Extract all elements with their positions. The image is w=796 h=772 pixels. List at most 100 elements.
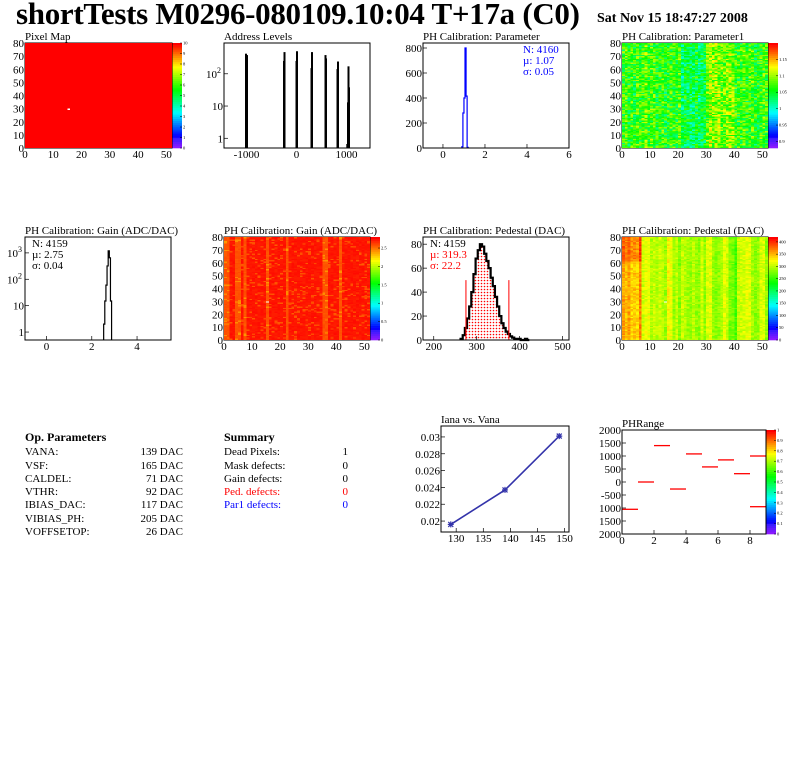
- color-scale-step: [172, 49, 182, 52]
- color-scale-step: [370, 237, 380, 240]
- x-tick-label: 2: [482, 149, 488, 161]
- color-scale-label: 250: [779, 276, 787, 281]
- color-scale-step: [768, 78, 778, 82]
- color-scale-label: 0: [381, 338, 384, 343]
- x-tick-label: -1000: [234, 149, 260, 161]
- y-tick-label: 10: [212, 322, 224, 334]
- color-scale-step: [768, 68, 778, 71]
- y-tick-label: 10: [13, 301, 25, 313]
- color-scale-step: [370, 265, 380, 269]
- color-scale-step: [172, 57, 182, 61]
- color-scale-label: 7: [183, 72, 186, 77]
- color-scale: [768, 237, 778, 341]
- data-point: [447, 521, 454, 528]
- x-tick-label: 40: [729, 341, 741, 353]
- color-scale-label: 50: [779, 325, 784, 330]
- color-scale-step: [766, 463, 776, 466]
- color-scale-step: [766, 459, 776, 462]
- color-scale-step: [766, 504, 776, 508]
- color-scale-step: [768, 335, 778, 339]
- color-scale-step: [172, 110, 182, 113]
- color-scale-step: [768, 286, 778, 289]
- color-scale-step: [370, 311, 380, 314]
- color-scale-step: [768, 267, 778, 271]
- color-scale-step: [768, 259, 778, 263]
- param-value: 71 DAC: [146, 472, 183, 485]
- table-row: VIBIAS_PH: 205 DAC: [25, 513, 183, 526]
- color-scale-step: [370, 331, 380, 335]
- color-scale-step: [766, 450, 776, 454]
- color-scale-step: [768, 300, 778, 304]
- bar: [246, 55, 248, 148]
- stats-mean: µ: 319.3: [430, 249, 467, 261]
- color-scale-step: [768, 120, 778, 124]
- stats-entries: N: 4159: [32, 238, 68, 250]
- color-scale-label: 1: [183, 135, 185, 140]
- x-tick-label: 4: [683, 535, 689, 547]
- color-scale-label: 150: [779, 301, 787, 306]
- y-tick-label: 0: [616, 335, 622, 347]
- color-scale-step: [768, 309, 778, 312]
- color-scale-step: [768, 323, 778, 326]
- color-scale-step: [172, 97, 182, 100]
- color-scale-label: 0.95: [779, 123, 788, 128]
- color-scale-step: [370, 313, 380, 316]
- y-tick-label: 200: [406, 118, 423, 130]
- chart-title: PH Calibration: Parameter1: [622, 31, 744, 43]
- chart-title: PH Calibration: Gain (ADC/DAC): [25, 225, 178, 237]
- color-scale-step: [768, 325, 778, 328]
- color-scale-step: [766, 527, 776, 531]
- color-scale-step: [370, 263, 380, 267]
- x-tick-label: 6: [566, 149, 572, 161]
- color-scale-step: [768, 278, 778, 281]
- stats-mean: µ: 1.07: [523, 55, 555, 67]
- x-tick-label: 0: [294, 149, 300, 161]
- color-scale-step: [172, 93, 182, 96]
- color-scale-step: [370, 298, 380, 302]
- color-scale-step: [768, 66, 778, 69]
- y-tick-label: 20: [212, 309, 224, 321]
- y-tick-label: 1000: [599, 503, 622, 515]
- y-tick-label: 20: [411, 311, 423, 323]
- color-scale-step: [172, 108, 182, 111]
- color-scale-label: 0.9: [777, 438, 783, 443]
- y-tick-label: 500: [605, 464, 622, 476]
- color-scale-step: [768, 239, 778, 242]
- color-scale-step: [370, 321, 380, 324]
- y-tick-label: 102: [7, 271, 22, 286]
- x-tick-label: 10: [247, 341, 259, 353]
- histogram: [103, 250, 113, 340]
- x-tick-label: 400: [511, 341, 528, 353]
- y-tick-label: 0: [19, 143, 25, 155]
- stats-entries: N: 4160: [523, 44, 559, 56]
- y-tick-label: 103: [7, 245, 22, 260]
- timestamp: Sat Nov 15 18:47:27 2008: [597, 11, 748, 26]
- color-scale-step: [766, 467, 776, 470]
- y-tick-label: 0.022: [415, 499, 440, 511]
- table-row: VANA: 139 DAC: [25, 446, 183, 459]
- color-scale-step: [768, 82, 778, 86]
- x-tick-label: 145: [529, 533, 546, 545]
- y-tick-label: 50: [610, 271, 622, 283]
- color-scale-step: [766, 498, 776, 502]
- color-scale-step: [768, 64, 778, 67]
- op-parameters-table: Op. Parameters VANA: 139 DAC VSF: 165 DAC CA…: [25, 430, 183, 539]
- color-scale-step: [172, 47, 182, 50]
- color-scale-step: [172, 45, 182, 48]
- color-scale-step: [370, 286, 380, 289]
- histogram: [461, 47, 469, 148]
- x-tick-label: 4: [524, 149, 530, 161]
- color-scale-step: [766, 496, 776, 499]
- y-tick-label: 1500: [599, 516, 622, 528]
- color-scale-step: [766, 452, 776, 456]
- table-row: CALDEL: 71 DAC: [25, 473, 183, 486]
- color-scale-step: [370, 251, 380, 254]
- color-scale-step: [768, 331, 778, 335]
- color-scale-label: 1: [777, 428, 779, 433]
- color-scale-step: [172, 76, 182, 79]
- param-name: IBIAS_DAC:: [25, 499, 86, 512]
- summary-table: Summary Dead Pixels: 1 Mask defects: 0 Gain …: [224, 430, 348, 513]
- y-tick-label: 20: [13, 117, 25, 129]
- color-scale-step: [768, 49, 778, 52]
- color-scale-step: [172, 141, 182, 145]
